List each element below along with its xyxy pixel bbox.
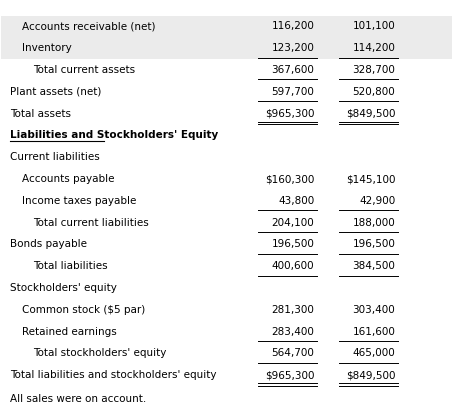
Text: Liabilities and Stockholders' Equity: Liabilities and Stockholders' Equity (10, 131, 219, 140)
Text: $849,500: $849,500 (346, 109, 395, 119)
Bar (1, 37, 452, 59)
Text: 384,500: 384,500 (352, 261, 395, 271)
Text: $160,300: $160,300 (265, 174, 314, 184)
Text: 597,700: 597,700 (271, 87, 314, 97)
Text: 281,300: 281,300 (271, 305, 314, 315)
Text: Income taxes payable: Income taxes payable (22, 196, 136, 206)
Text: Total assets: Total assets (10, 109, 72, 119)
Text: Total current liabilities: Total current liabilities (33, 217, 149, 228)
Text: $965,300: $965,300 (265, 370, 314, 380)
Text: Total liabilities: Total liabilities (33, 261, 107, 271)
Text: $965,300: $965,300 (265, 109, 314, 119)
Bar (1, 16, 452, 37)
Text: Stockholders' equity: Stockholders' equity (10, 283, 117, 293)
Text: 188,000: 188,000 (352, 217, 395, 228)
Text: 328,700: 328,700 (352, 65, 395, 75)
Text: Total stockholders' equity: Total stockholders' equity (33, 348, 166, 358)
Text: 161,600: 161,600 (352, 327, 395, 337)
Text: All sales were on account.: All sales were on account. (10, 394, 147, 404)
Text: 204,100: 204,100 (271, 217, 314, 228)
Text: 196,500: 196,500 (352, 239, 395, 249)
Text: 564,700: 564,700 (271, 348, 314, 358)
Text: 42,900: 42,900 (359, 196, 395, 206)
Text: Retained earnings: Retained earnings (22, 327, 116, 337)
Text: 123,200: 123,200 (271, 43, 314, 53)
Text: 303,400: 303,400 (352, 305, 395, 315)
Text: 465,000: 465,000 (352, 348, 395, 358)
Text: 43,800: 43,800 (278, 196, 314, 206)
Text: Accounts receivable (net): Accounts receivable (net) (22, 21, 155, 31)
Text: Plant assets (net): Plant assets (net) (10, 87, 102, 97)
Text: Common stock ($5 par): Common stock ($5 par) (22, 305, 145, 315)
Text: 283,400: 283,400 (271, 327, 314, 337)
Text: $145,100: $145,100 (346, 174, 395, 184)
Text: 196,500: 196,500 (271, 239, 314, 249)
Text: 101,100: 101,100 (352, 21, 395, 31)
Text: Total current assets: Total current assets (33, 65, 135, 75)
Text: 116,200: 116,200 (271, 21, 314, 31)
Text: Total liabilities and stockholders' equity: Total liabilities and stockholders' equi… (10, 370, 217, 380)
Text: 114,200: 114,200 (352, 43, 395, 53)
Text: 367,600: 367,600 (271, 65, 314, 75)
Text: 520,800: 520,800 (352, 87, 395, 97)
Text: 400,600: 400,600 (272, 261, 314, 271)
Text: Inventory: Inventory (22, 43, 72, 53)
Text: Bonds payable: Bonds payable (10, 239, 87, 249)
Text: Accounts payable: Accounts payable (22, 174, 114, 184)
Text: $849,500: $849,500 (346, 370, 395, 380)
Text: Current liabilities: Current liabilities (10, 152, 100, 162)
